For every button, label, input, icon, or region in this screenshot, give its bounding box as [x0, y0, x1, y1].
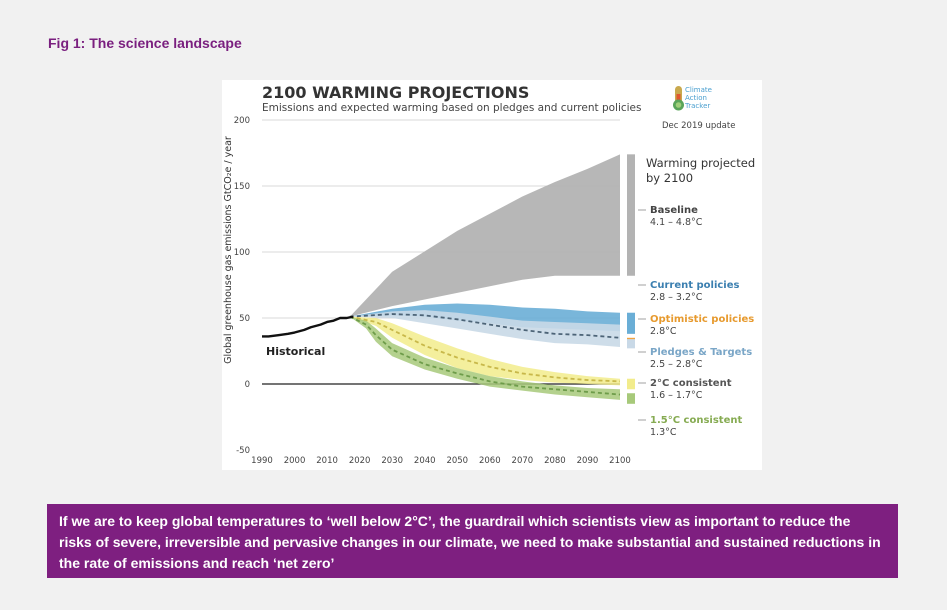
legend-name-two-deg: 2°C consistent — [650, 378, 732, 389]
figure-label: Fig 1: The science landscape — [48, 35, 242, 51]
y-tick-label: 150 — [234, 182, 250, 192]
legend-name-current: Current policies — [650, 280, 740, 291]
x-tick-label: 1990 — [251, 456, 273, 466]
historical-label: Historical — [266, 345, 325, 358]
y-tick-label: 0 — [245, 380, 250, 390]
legend-range-optimistic: 2.8°C — [650, 326, 677, 337]
median-lines — [349, 313, 621, 396]
summary-banner: If we are to keep global temperatures to… — [47, 504, 898, 578]
axis-ticks: -50 0 50 100 150 200 1990 2000 2010 2020 2030 2040 2… — [234, 116, 631, 466]
legend-range-pledges: 2.5 – 2.8°C — [650, 359, 703, 370]
warming-bar-two-deg — [627, 378, 635, 390]
warming-bar-current — [627, 312, 635, 334]
warming-projections-chart: 2100 WARMING PROJECTIONS Emissions and e… — [223, 83, 755, 466]
x-tick-label: 2000 — [284, 456, 306, 466]
legend-range-baseline: 4.1 – 4.8°C — [650, 217, 703, 228]
x-tick-label: 2020 — [349, 456, 371, 466]
thermometer-logo-icon — [673, 86, 684, 111]
legend-range-one-five: 1.3°C — [650, 427, 677, 438]
x-tick-label: 2090 — [577, 456, 599, 466]
logo-line-1: Climate — [685, 86, 712, 94]
y-axis-label: Global greenhouse gas emissions GtCO₂e /… — [223, 136, 234, 364]
band-baseline — [349, 154, 620, 317]
summary-text: If we are to keep global temperatures to… — [59, 513, 881, 571]
y-tick-label: -50 — [236, 446, 250, 456]
scenario-bands — [349, 154, 620, 400]
x-tick-label: 2040 — [414, 456, 436, 466]
warming-bars — [627, 154, 635, 404]
legend-name-baseline: Baseline — [650, 205, 698, 216]
logo-line-2: Action — [685, 94, 707, 102]
x-tick-label: 2100 — [609, 456, 631, 466]
x-tick-label: 2070 — [512, 456, 534, 466]
historical-series — [262, 315, 354, 338]
warming-bar-baseline — [627, 154, 635, 276]
x-tick-label: 2080 — [544, 456, 566, 466]
median-one-five — [349, 315, 621, 396]
band-two-deg — [349, 316, 620, 386]
y-tick-label: 50 — [239, 314, 250, 324]
chart-subtitle: Emissions and expected warming based on … — [262, 102, 641, 114]
chart-title: 2100 WARMING PROJECTIONS — [262, 83, 529, 102]
legend-name-pledges: Pledges & Targets — [650, 347, 752, 358]
update-note: Dec 2019 update — [662, 121, 735, 131]
x-tick-label: 2050 — [446, 456, 468, 466]
legend-range-current: 2.8 – 3.2°C — [650, 292, 703, 303]
x-tick-label: 2060 — [479, 456, 501, 466]
x-tick-label: 2010 — [316, 456, 338, 466]
legend-header-line-1: Warming projected — [646, 156, 755, 170]
climate-action-tracker-logo: Climate Action Tracker — [673, 86, 712, 111]
warming-bar-one-five — [627, 393, 635, 404]
chart-panel: 2100 WARMING PROJECTIONS Emissions and e… — [222, 80, 762, 470]
median-two-deg — [349, 315, 621, 383]
legend-range-two-deg: 1.6 – 1.7°C — [650, 390, 703, 401]
warming-bar-pledges — [627, 339, 635, 349]
y-tick-label: 200 — [234, 116, 250, 126]
legend-name-one-five: 1.5°C consistent — [650, 415, 742, 426]
legend-header-line-2: by 2100 — [646, 171, 693, 185]
logo-line-3: Tracker — [684, 102, 710, 110]
y-tick-label: 100 — [234, 248, 250, 258]
legend-name-optimistic: Optimistic policies — [650, 314, 754, 325]
historical-line — [262, 315, 354, 338]
band-pledges — [349, 310, 620, 348]
x-tick-label: 2030 — [381, 456, 403, 466]
median-pledges — [349, 313, 621, 339]
